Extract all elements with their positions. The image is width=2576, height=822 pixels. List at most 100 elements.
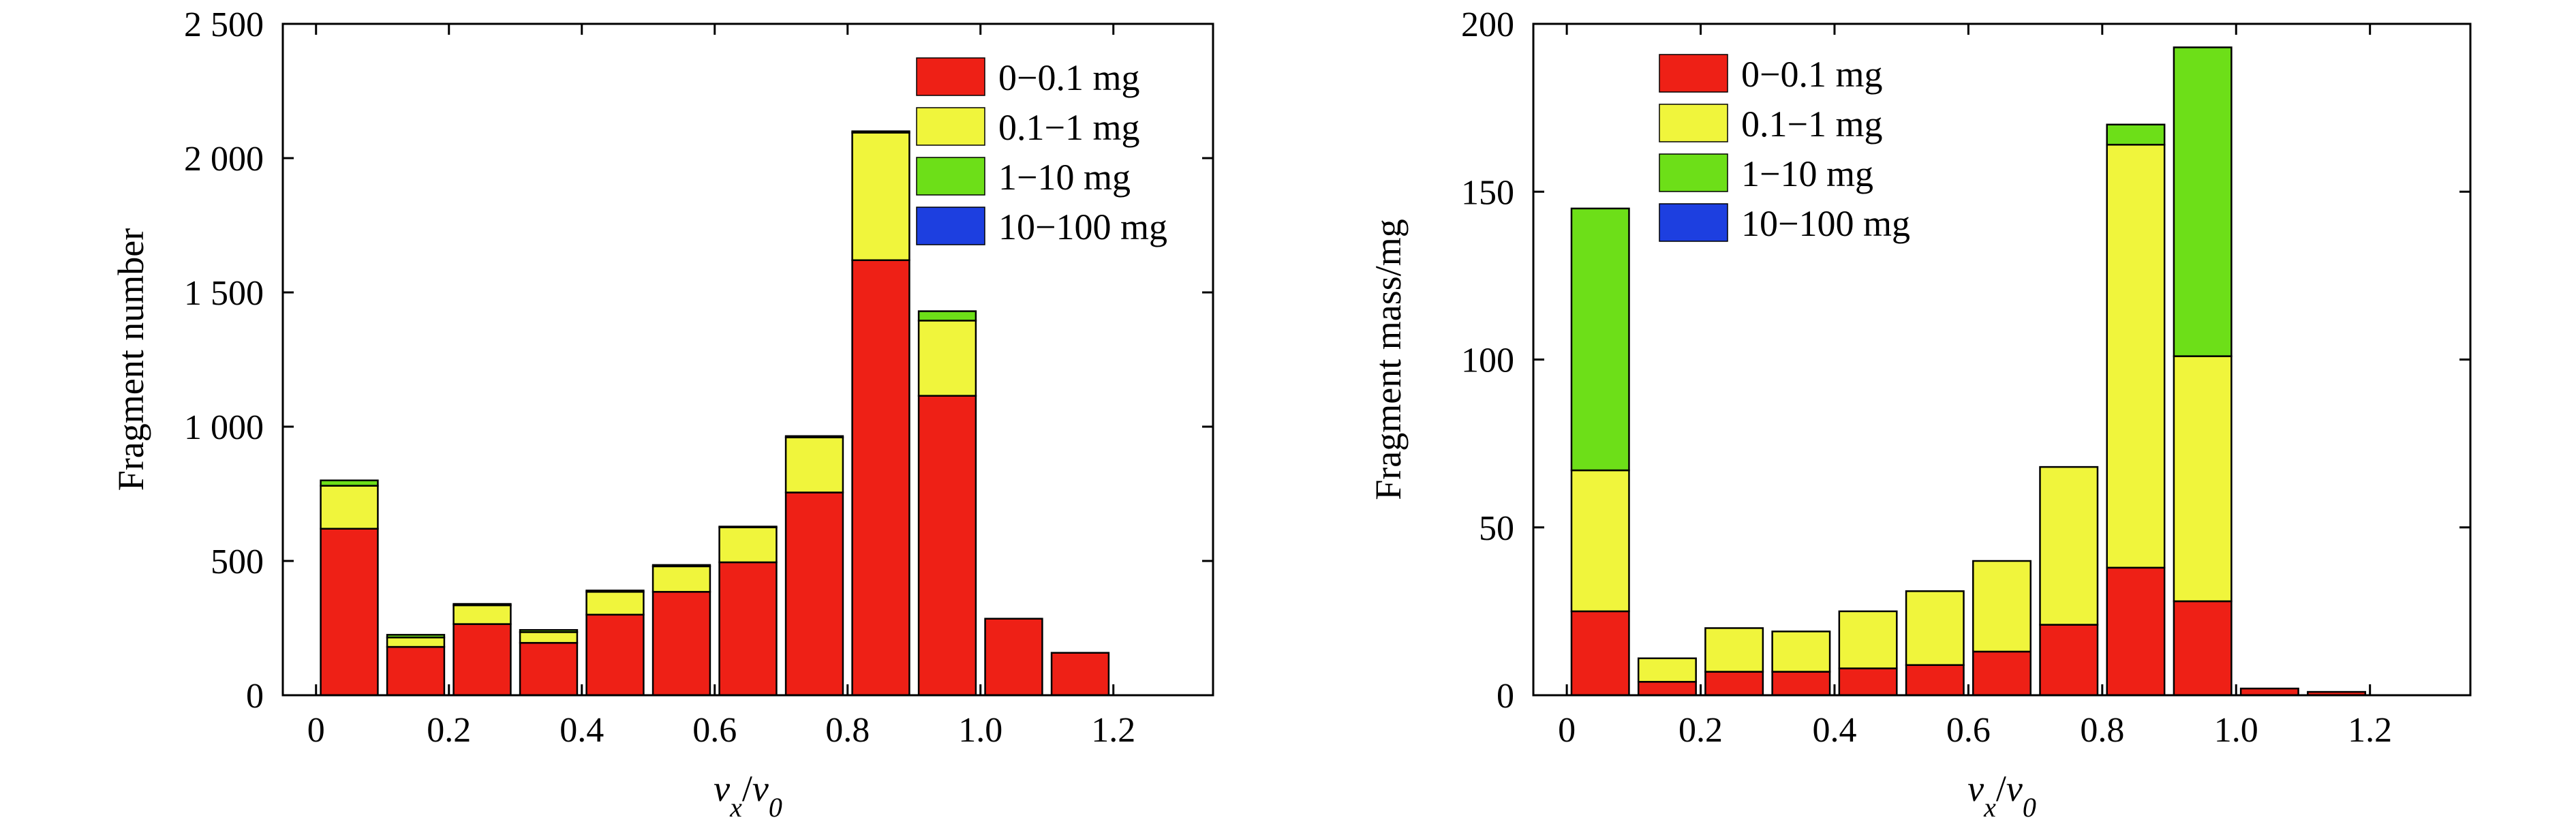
y-tick-label: 150	[1461, 173, 1514, 212]
bar-segment	[1570, 610, 1630, 697]
legend-label: 10−100 mg	[1741, 203, 1910, 244]
y-tick-label: 2 500	[184, 5, 264, 44]
bar-segment	[386, 645, 446, 697]
y-tick-label: 1 500	[184, 274, 264, 313]
bar-segment	[1704, 627, 1764, 673]
x-tick-label: 0.6	[692, 711, 737, 750]
legend: 0−0.1 mg 0.1−1 mg 1−10 mg 10−100 mg	[1659, 54, 1910, 244]
bar-segment	[1972, 650, 2031, 697]
bar-segment	[984, 618, 1043, 697]
bar-segment	[917, 310, 977, 322]
legend-swatch	[1659, 104, 1728, 142]
x-tick-label: 0.2	[427, 711, 471, 750]
bar-segment	[718, 526, 778, 528]
bar-segment	[1570, 469, 1630, 613]
x-tick-label: 0.4	[1812, 711, 1856, 750]
bar-segment	[1905, 590, 1965, 666]
x-tick-label: 0	[307, 711, 325, 750]
bar-segment	[851, 130, 910, 134]
y-tick-label: 200	[1461, 5, 1514, 44]
legend-swatch	[1659, 153, 1728, 192]
bar-segment	[917, 395, 977, 697]
bar-segment	[1704, 671, 1764, 697]
y-tick-label: 1 000	[184, 408, 264, 447]
bar-segment	[320, 528, 379, 697]
y-tick-label: 500	[211, 543, 264, 581]
bar-segment	[2106, 144, 2166, 569]
bar-segment	[386, 637, 446, 648]
legend-label: 0.1−1 mg	[998, 107, 1139, 148]
x-tick-label: 0.8	[825, 711, 870, 750]
bar-segment	[917, 320, 977, 397]
bar-segment	[585, 591, 645, 616]
bar-segment	[651, 564, 711, 568]
fragment-mass-chart: 0 0.2 0.4 0.6 0.8 1.0 1.2 0 50 100 150 200 vx/v0 Frag…	[1368, 5, 2472, 822]
bar-segment	[320, 485, 379, 530]
bar-segment	[651, 565, 711, 593]
bar-segment	[2039, 466, 2099, 626]
y-tick-label: 0	[246, 677, 264, 716]
plot-frame	[281, 22, 1214, 697]
legend-swatch	[1659, 54, 1728, 93]
x-tick-label: 0.6	[1946, 711, 1991, 750]
bar-segment	[784, 491, 844, 697]
legend-label: 1−10 mg	[998, 157, 1131, 198]
bar-segment	[1771, 671, 1831, 697]
x-tick-label: 0	[1558, 711, 1576, 750]
bar-segment	[519, 641, 579, 697]
fragment-number-chart: 0 0.2 0.4 0.6 0.8 1.0 1.2 0 500 1 000 1 500 2 000 2 …	[110, 5, 1214, 822]
x-tick-label: 1.0	[958, 711, 1002, 750]
bar-segment	[718, 561, 778, 697]
bar-segment	[851, 259, 910, 697]
legend-label: 0−0.1 mg	[1741, 54, 1882, 95]
x-tick-label: 0.4	[559, 711, 604, 750]
bar-segment	[1637, 681, 1697, 697]
bar-segment	[1050, 652, 1110, 697]
x-tick-label: 1.2	[2348, 711, 2392, 750]
bar-segment	[2106, 566, 2166, 697]
bar-segment	[2173, 600, 2233, 697]
bar-segment	[519, 631, 579, 644]
legend-swatch	[916, 207, 985, 245]
legend-label: 1−10 mg	[1741, 153, 1873, 194]
bar-segment	[2173, 355, 2233, 603]
y-tick-label: 100	[1461, 341, 1514, 380]
legend-swatch	[916, 157, 985, 196]
bar-segment	[651, 591, 711, 697]
legend-label: 0−0.1 mg	[998, 57, 1139, 98]
x-tick-label: 1.2	[1091, 711, 1135, 750]
bar-segment	[851, 132, 910, 261]
bars	[1570, 46, 2367, 697]
bar-segment	[784, 436, 844, 493]
bar-segment	[1838, 610, 1898, 669]
legend: 0−0.1 mg 0.1−1 mg 1−10 mg 10−100 mg	[916, 57, 1167, 247]
bar-segment	[453, 604, 512, 625]
bar-segment	[386, 634, 446, 639]
bar-segment	[453, 603, 512, 607]
y-axis-label: Fragment mass/mg	[1368, 219, 1409, 500]
bar-segment	[1570, 207, 1630, 472]
x-axis-label: vx/v0	[714, 768, 782, 822]
bar-segment	[1905, 664, 1965, 697]
bar-segment	[718, 526, 778, 564]
x-axis-label: vx/v0	[1967, 768, 2036, 822]
legend-label: 10−100 mg	[998, 207, 1167, 247]
legend-label: 0.1−1 mg	[1741, 104, 1882, 144]
x-tick-label: 1.0	[2214, 711, 2258, 750]
bar-segment	[2173, 46, 2233, 357]
bar-segment	[585, 590, 645, 593]
legend-swatch	[1659, 203, 1728, 242]
x-tick-label: 0.2	[1678, 711, 1723, 750]
legend-swatch	[916, 57, 985, 96]
y-axis-label: Fragment number	[110, 228, 151, 491]
legend-swatch	[916, 107, 985, 146]
bar-segment	[784, 435, 844, 439]
bar-segment	[2106, 123, 2166, 146]
bar-segment	[585, 613, 645, 697]
y-tick-label: 2 000	[184, 140, 264, 179]
bar-segment	[519, 629, 579, 633]
y-tick-label: 0	[1497, 677, 1514, 716]
bar-segment	[453, 623, 512, 697]
bars	[320, 130, 1110, 697]
